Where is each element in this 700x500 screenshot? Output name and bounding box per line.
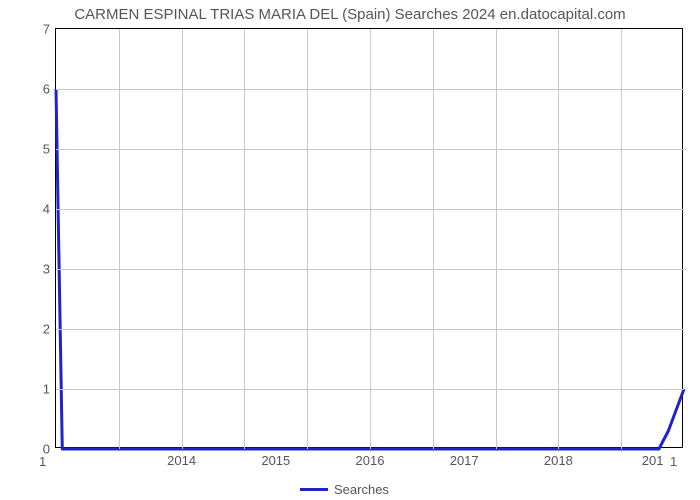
gridline-vertical	[621, 29, 622, 449]
gridline-vertical	[433, 29, 434, 449]
y-tick-label: 5	[43, 142, 50, 157]
y-tick-label: 6	[43, 82, 50, 97]
x-tick-label: 2014	[167, 453, 196, 468]
misc-label: 1	[670, 454, 677, 469]
gridline-vertical	[182, 29, 183, 449]
chart-title: CARMEN ESPINAL TRIAS MARIA DEL (Spain) S…	[0, 6, 700, 23]
x-tick-label: 2017	[450, 453, 479, 468]
y-tick-label: 3	[43, 262, 50, 277]
y-tick-label: 2	[43, 322, 50, 337]
legend-label: Searches	[334, 482, 389, 497]
x-tick-label: 2015	[261, 453, 290, 468]
y-tick-label: 7	[43, 22, 50, 37]
y-tick-label: 1	[43, 382, 50, 397]
plot-area: 0123456720142015201620172018201	[55, 28, 683, 448]
gridline-vertical	[370, 29, 371, 449]
gridline-vertical	[496, 29, 497, 449]
x-tick-label: 201	[642, 453, 664, 468]
misc-label: 1	[39, 454, 46, 469]
y-tick-label: 4	[43, 202, 50, 217]
gridline-vertical	[307, 29, 308, 449]
legend-swatch	[300, 488, 328, 491]
gridline-vertical	[244, 29, 245, 449]
x-tick-label: 2016	[356, 453, 385, 468]
gridline-vertical	[119, 29, 120, 449]
x-tick-label: 2018	[544, 453, 573, 468]
chart-container: { "chart": { "type": "line", "title": "C…	[0, 0, 700, 500]
gridline-vertical	[558, 29, 559, 449]
legend: Searches	[300, 482, 389, 497]
